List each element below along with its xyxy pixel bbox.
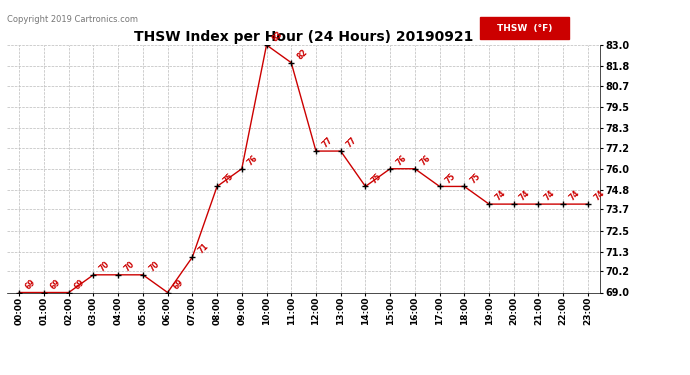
Text: 74: 74 (592, 189, 606, 203)
Text: 75: 75 (221, 171, 235, 185)
Text: 74: 74 (493, 189, 507, 203)
Text: 75: 75 (469, 171, 482, 185)
Text: 70: 70 (97, 260, 112, 273)
Text: 77: 77 (345, 136, 359, 150)
Text: 71: 71 (197, 242, 210, 256)
Text: THSW  (°F): THSW (°F) (497, 24, 552, 33)
Text: 74: 74 (567, 189, 581, 203)
Text: 76: 76 (394, 153, 408, 167)
Text: 70: 70 (147, 260, 161, 273)
Text: 76: 76 (246, 153, 260, 167)
Text: 75: 75 (370, 171, 384, 185)
Text: 83: 83 (270, 30, 284, 44)
Text: 74: 74 (518, 189, 532, 203)
Text: 69: 69 (23, 278, 37, 291)
Text: 74: 74 (542, 189, 557, 203)
Text: 70: 70 (122, 260, 136, 273)
Text: 69: 69 (73, 278, 87, 291)
Text: 77: 77 (320, 136, 334, 150)
Text: Copyright 2019 Cartronics.com: Copyright 2019 Cartronics.com (7, 15, 138, 24)
Text: 76: 76 (419, 153, 433, 167)
Text: 69: 69 (172, 278, 186, 291)
Text: 75: 75 (444, 171, 457, 185)
Title: THSW Index per Hour (24 Hours) 20190921: THSW Index per Hour (24 Hours) 20190921 (134, 30, 473, 44)
Text: 82: 82 (295, 47, 309, 61)
Text: 69: 69 (48, 278, 62, 291)
